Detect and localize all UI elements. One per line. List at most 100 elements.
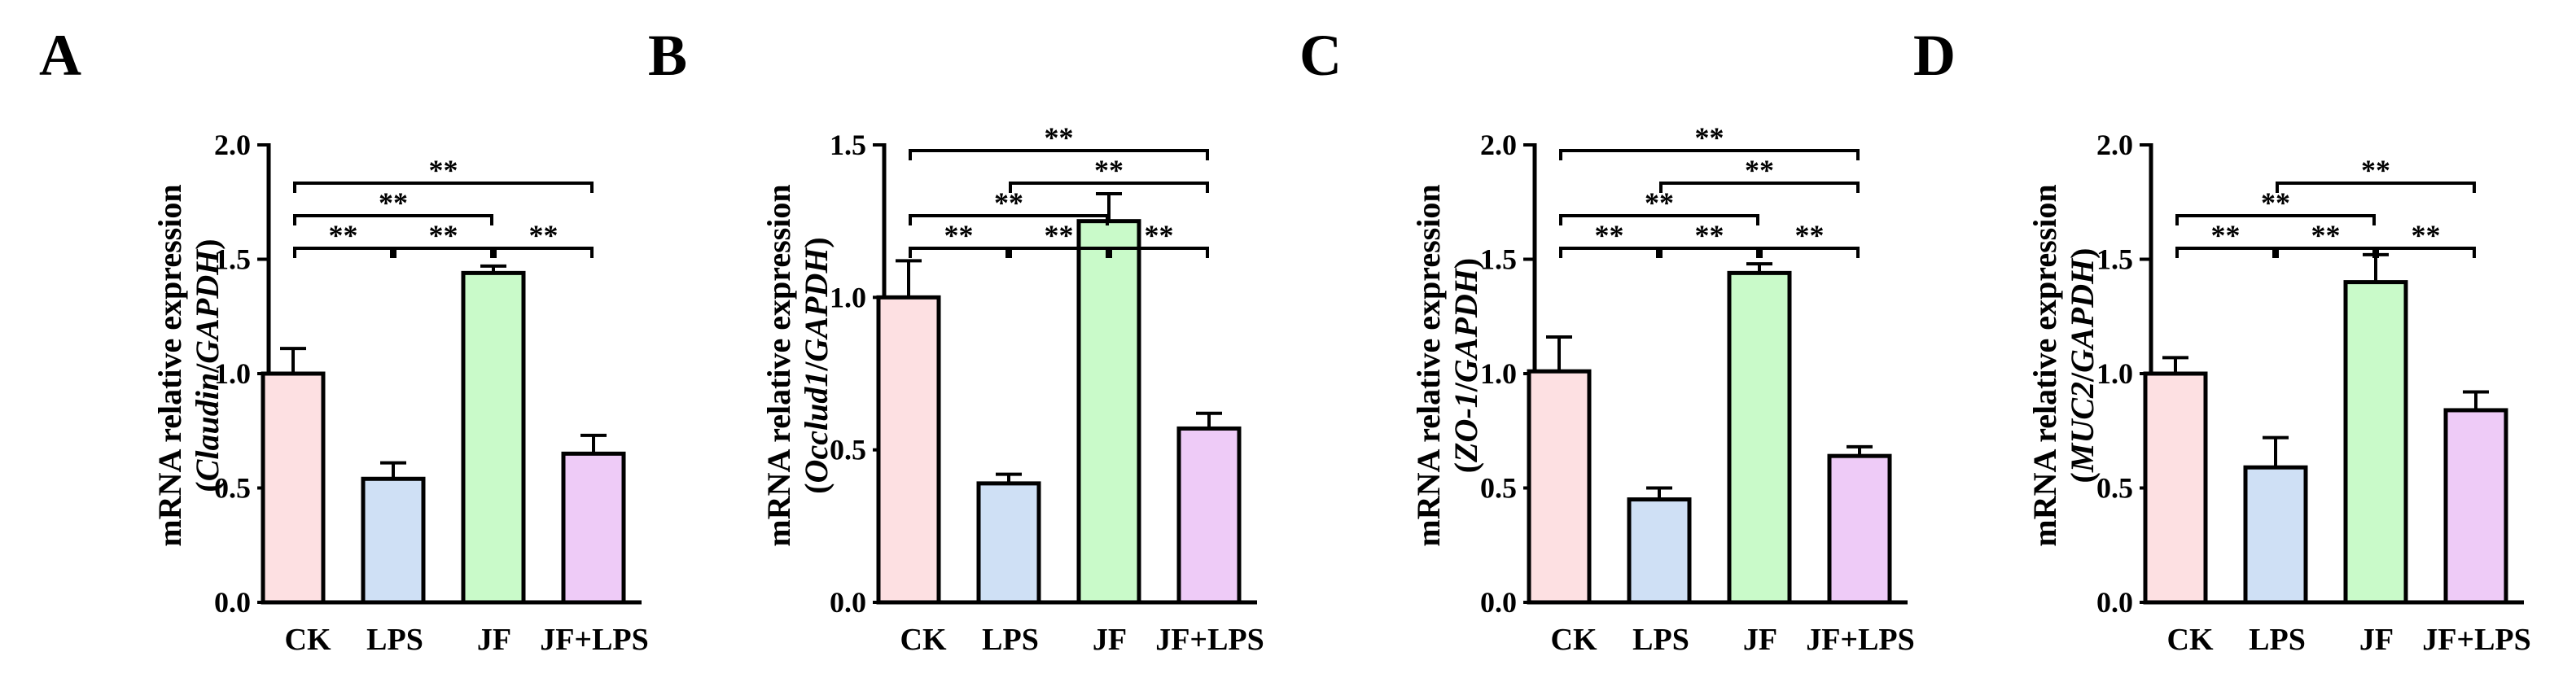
- panel-letter: A: [39, 23, 81, 88]
- reference-gene: GAPDH: [2064, 257, 2101, 373]
- y-tick-label: 1.5: [1480, 243, 1517, 276]
- y-tick-label: 0.0: [2096, 586, 2133, 619]
- category-label: LPS: [2249, 623, 2306, 657]
- significance-label: **: [329, 219, 358, 252]
- bar-ck: [876, 295, 941, 605]
- y-tick-label: 1.0: [1480, 357, 1517, 390]
- y-axis-label: mRNA relative expression(Occlud1/GAPDH): [760, 184, 835, 546]
- category-label: JF+LPS: [1806, 623, 1915, 657]
- panel-letter: B: [648, 23, 687, 88]
- category-label: JF: [1743, 623, 1777, 657]
- bar-jf: [1727, 270, 1792, 605]
- panel-b: B 0.0 0.5 1.0 1.5 mRNA relative expression(Oc…: [648, 23, 1264, 657]
- y-tick-label: 1.5: [830, 129, 866, 161]
- significance-bracket: [1009, 182, 1209, 193]
- significance-label: **: [1094, 154, 1124, 186]
- category-label: JF: [1093, 623, 1127, 657]
- panel-letter: D: [1913, 23, 1956, 88]
- y-tick-label: 1.0: [830, 281, 866, 313]
- y-tick-label: 0.5: [830, 434, 866, 466]
- significance-label: **: [1695, 219, 1724, 252]
- significance-bracket: [2276, 182, 2476, 193]
- gene-name: ZO-1: [1448, 392, 1484, 463]
- y-axis-label-line2: (MUC2/GAPDH): [2064, 248, 2101, 484]
- significance-label: **: [1145, 219, 1174, 252]
- y-axis-label-line2: (Occlud1/GAPDH): [798, 237, 835, 494]
- y-axis-label-line1: mRNA relative expression: [151, 184, 188, 546]
- y-axis-label-line1: mRNA relative expression: [2026, 184, 2063, 546]
- significance-label: **: [2211, 219, 2241, 252]
- paren-open: (: [1448, 462, 1484, 473]
- y-axis-label-line2: (Claudin/GAPDH): [189, 238, 226, 492]
- bar-jf-lps: [561, 451, 626, 605]
- significance-bracket: [1559, 214, 1759, 225]
- bar-lps: [976, 481, 1041, 605]
- category-label: JF: [2359, 623, 2394, 657]
- significance-label: **: [2412, 219, 2441, 252]
- slash: /: [189, 363, 226, 374]
- significance-bracket: [2376, 247, 2476, 258]
- bar-jf-lps: [2443, 408, 2508, 605]
- paren-close: ): [2064, 248, 2101, 259]
- significance-label: **: [2311, 219, 2341, 252]
- category-label: JF+LPS: [1155, 623, 1264, 657]
- bar-jf-lps: [1827, 453, 1892, 605]
- significance-bracket: [293, 247, 393, 258]
- significance-bracket: [1559, 247, 1659, 258]
- y-tick-label: 2.0: [214, 129, 251, 161]
- reference-gene: GAPDH: [189, 248, 226, 364]
- panel-a: A 0.0 0.5 1.0 1.5 2.0 mRNA relative expression…: [39, 23, 649, 657]
- category-label: CK: [2167, 623, 2214, 657]
- slash: /: [798, 361, 835, 372]
- significance-bracket: [1009, 247, 1109, 258]
- y-axis-label: mRNA relative expression(MUC2/GAPDH): [2026, 184, 2101, 546]
- bar-lps: [2243, 465, 2308, 605]
- gene-name: Occlud1: [798, 371, 835, 484]
- gene-name: MUC2: [2064, 382, 2101, 473]
- significance-label: **: [1695, 121, 1724, 154]
- significance-bracket: [293, 182, 594, 193]
- significance-bracket: [493, 247, 594, 258]
- category-label: LPS: [1632, 623, 1689, 657]
- category-label: CK: [285, 623, 331, 657]
- y-tick-label: 2.0: [1480, 129, 1517, 161]
- significance-label: **: [429, 154, 458, 186]
- category-label: LPS: [982, 623, 1039, 657]
- category-label: JF+LPS: [2422, 623, 2531, 657]
- y-tick-label: 0.5: [214, 472, 251, 505]
- significance-bracket: [2276, 247, 2376, 258]
- y-axis-label-line1: mRNA relative expression: [760, 184, 797, 546]
- significance-label: **: [1045, 219, 1074, 252]
- y-tick-label: 0.0: [1480, 586, 1517, 619]
- paren-open: (: [2064, 472, 2101, 483]
- category-label: CK: [900, 623, 947, 657]
- bar-lps: [361, 476, 426, 605]
- significance-label: **: [1045, 121, 1074, 154]
- y-tick-label: 1.5: [214, 243, 251, 276]
- significance-label: **: [944, 219, 974, 252]
- significance-bracket: [393, 247, 493, 258]
- category-label: JF+LPS: [540, 623, 649, 657]
- significance-label: **: [1795, 219, 1825, 252]
- significance-bracket: [909, 149, 1209, 160]
- bar-ck: [2143, 371, 2208, 605]
- reference-gene: GAPDH: [1448, 267, 1484, 383]
- significance-bracket: [2175, 247, 2276, 258]
- y-tick-label: 2.0: [2096, 129, 2133, 161]
- y-tick-label: 0.5: [2096, 472, 2133, 505]
- paren-close: ): [189, 238, 226, 249]
- bar-jf: [2343, 280, 2408, 605]
- significance-bracket: [1109, 247, 1209, 258]
- panel-letter: C: [1299, 23, 1342, 88]
- bar-jf: [1076, 219, 1141, 605]
- significance-label: **: [2361, 154, 2390, 186]
- y-tick-label: 1.5: [2096, 243, 2133, 276]
- y-tick-label: 1.0: [2096, 357, 2133, 390]
- significance-bracket: [1559, 149, 1860, 160]
- paren-open: (: [798, 483, 835, 493]
- y-tick-label: 0.5: [1480, 472, 1517, 505]
- significance-bracket: [1759, 247, 1860, 258]
- paren-close: ): [1448, 258, 1484, 269]
- y-axis-label-line1: mRNA relative expression: [1410, 184, 1447, 546]
